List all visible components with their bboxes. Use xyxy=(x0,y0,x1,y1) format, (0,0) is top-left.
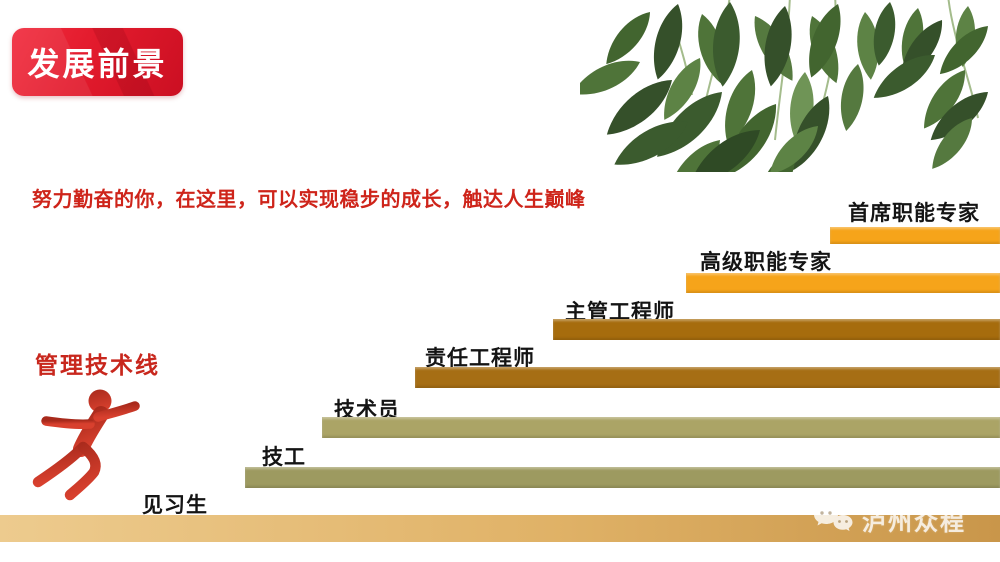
title-badge-text: 发展前景 xyxy=(27,46,168,82)
level-label: 主管工程师 xyxy=(565,301,675,324)
olive-branch-image xyxy=(580,0,996,172)
level-bar xyxy=(415,367,1000,388)
wechat-icon xyxy=(814,504,853,531)
level-bar xyxy=(830,227,1000,244)
track-label: 管理技术线 xyxy=(35,352,160,378)
level-bar xyxy=(322,417,1000,438)
running-person-icon xyxy=(32,389,140,501)
watermark: 泸州众程 xyxy=(812,502,966,537)
level-label: 技术员 xyxy=(334,399,400,422)
level-label: 见习生 xyxy=(142,494,208,517)
level-label: 高级职能专家 xyxy=(700,251,832,274)
level-label: 首席职能专家 xyxy=(848,202,980,225)
level-bar xyxy=(245,467,1000,488)
title-badge: 发展前景 xyxy=(12,28,183,96)
level-bar xyxy=(553,319,1000,340)
slogan-text: 努力勤奋的你，在这里，可以实现稳步的成长，触达人生巅峰 xyxy=(32,189,586,211)
level-label: 技工 xyxy=(262,446,306,469)
level-bar xyxy=(686,273,1000,293)
level-label: 责任工程师 xyxy=(425,347,535,370)
watermark-text: 泸州众程 xyxy=(862,509,966,536)
